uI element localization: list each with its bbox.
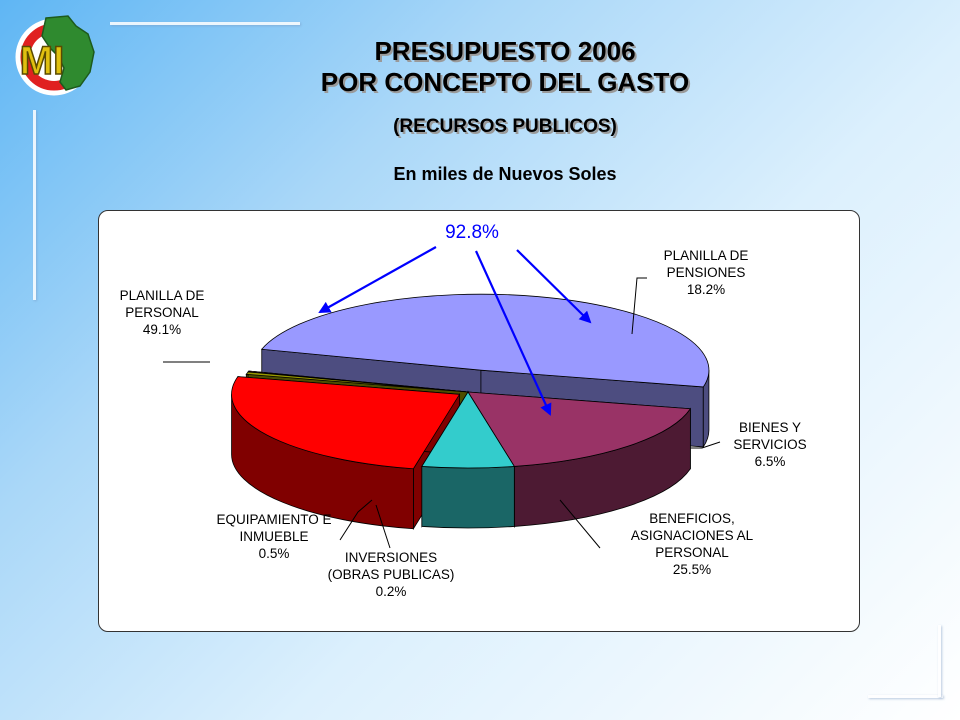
slice-label-equipamiento: EQUIPAMIENTO E: [216, 512, 331, 527]
title-line-2: POR CONCEPTO DEL GASTO: [320, 67, 690, 97]
slice-label-personal: PERSONAL: [125, 305, 199, 320]
slice-label-beneficios: PERSONAL: [655, 545, 729, 560]
slice-label-bienes: BIENES Y: [739, 420, 801, 435]
pie-slice-bienes: [421, 390, 516, 529]
slice-label-bienes: SERVICIOS: [733, 437, 806, 452]
decor-line-right: [938, 625, 941, 697]
leader-line-pensiones: [631, 277, 647, 335]
slice-value-bienes: 6.5%: [755, 454, 786, 469]
slice-label-inversiones: INVERSIONES: [345, 550, 437, 565]
slice-label-equipamiento: INMUEBLE: [239, 529, 308, 544]
arrow-to-pensiones: [516, 249, 592, 324]
title-line-1: PRESUPUESTO 2006: [374, 36, 636, 66]
annotation-total: 92.8%: [445, 222, 499, 243]
leader-line-equipamiento: [339, 499, 373, 541]
decor-line-left: [33, 110, 36, 300]
decor-line-top: [110, 22, 300, 25]
leader-line-beneficios: [559, 499, 601, 549]
pie-slice-beneficios: [231, 376, 461, 531]
arrow-to-beneficios: [474, 250, 552, 416]
slice-value-personal: 49.1%: [143, 322, 181, 337]
page-title: PRESUPUESTO 2006 POR CONCEPTO DEL GASTO: [0, 36, 960, 98]
units-note: En miles de Nuevos Soles: [393, 164, 617, 184]
slice-label-inversiones: (OBRAS PUBLICAS): [328, 567, 455, 582]
page-subtitle: (RECURSOS PUBLICOS): [393, 116, 617, 137]
slice-label-personal: PLANILLA DE: [120, 288, 205, 303]
slice-value-equipamiento: 0.5%: [259, 546, 290, 561]
slice-label-pensiones: PENSIONES: [667, 265, 746, 280]
leader-line-bienes: [690, 441, 721, 449]
arrow-to-personal: [318, 246, 437, 313]
logo-text: MI: [20, 39, 64, 83]
slice-value-beneficios: 25.5%: [673, 562, 711, 577]
slice-label-pensiones: PLANILLA DE: [664, 248, 749, 263]
decor-line-bottom: [868, 695, 943, 698]
slice-value-pensiones: 18.2%: [687, 282, 725, 297]
slice-value-inversiones: 0.2%: [376, 584, 407, 599]
leader-line-inversiones: [375, 504, 391, 549]
institution-logo: MI: [15, 15, 95, 96]
slice-label-beneficios: BENEFICIOS,: [649, 511, 735, 526]
slice-label-beneficios: ASIGNACIONES AL: [631, 528, 754, 543]
